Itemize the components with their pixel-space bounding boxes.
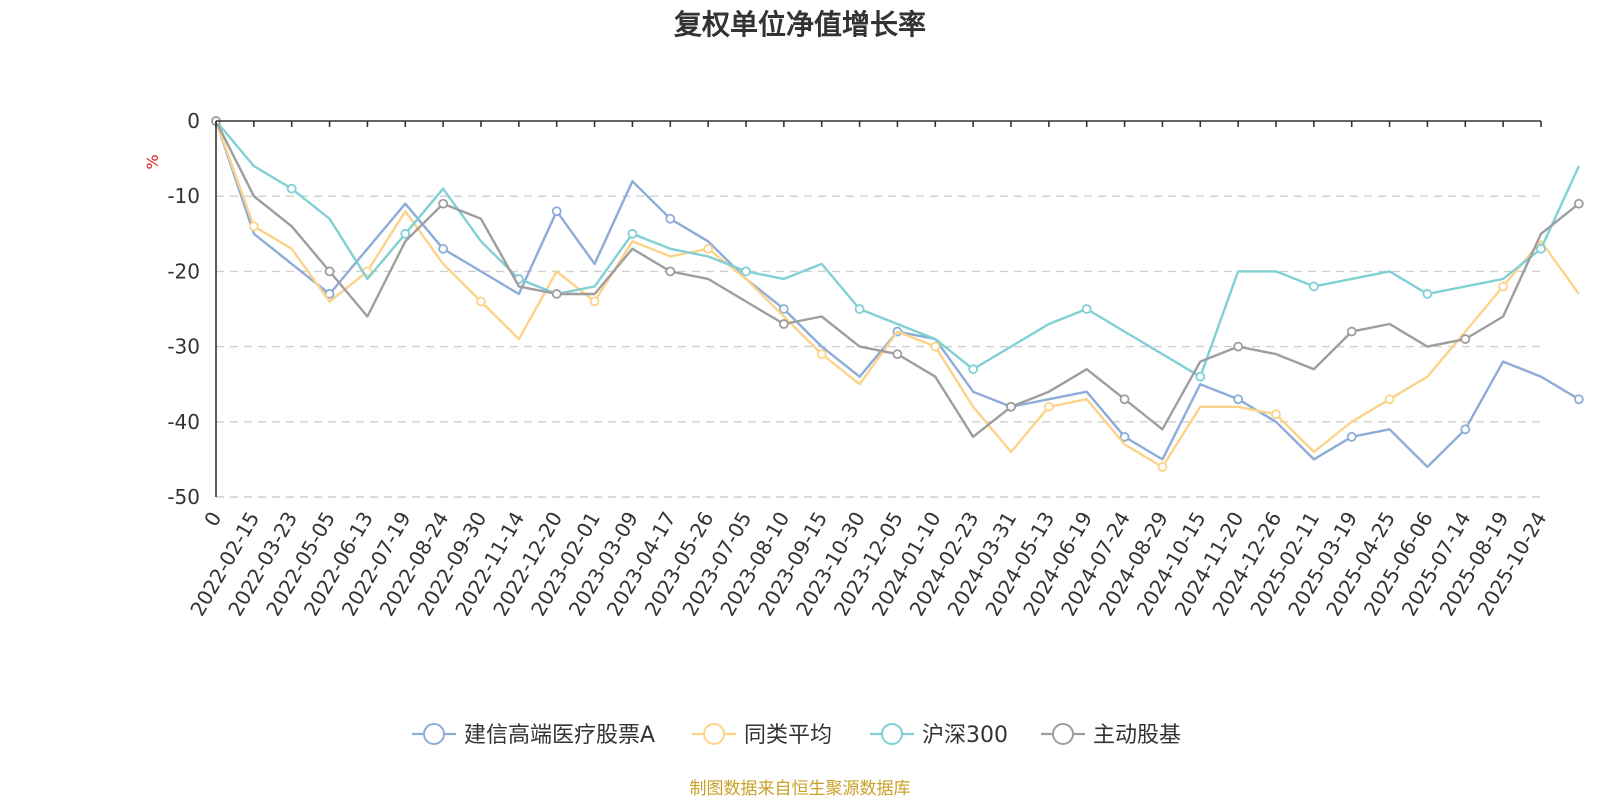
series-point <box>1195 371 1206 382</box>
series-point <box>778 319 789 329</box>
series-point <box>665 213 676 224</box>
y-tick-label: -40 <box>167 410 200 434</box>
series-point <box>1460 424 1471 435</box>
series-group <box>211 116 1584 469</box>
legend-label: 沪深300 <box>922 723 1008 748</box>
legend-circle-icon <box>881 723 903 745</box>
series-point <box>1119 431 1130 442</box>
series-point <box>1119 394 1130 405</box>
y-axis-unit-label: % <box>143 154 162 169</box>
series-line <box>214 120 1580 469</box>
series-point <box>1233 341 1244 352</box>
source-note: 制图数据来自恒生聚源数据库 <box>690 779 911 799</box>
series-point <box>476 296 486 307</box>
series-point <box>1043 401 1054 412</box>
series-point <box>816 349 827 360</box>
legend-item[interactable]: 沪深300 <box>870 723 1008 748</box>
y-tick-label: -10 <box>167 184 200 208</box>
legend-circle-icon <box>1052 723 1074 745</box>
legend: 建信高端医疗股票A 同类平均 沪深300 主动股基 <box>412 723 1181 748</box>
series-point <box>627 228 638 239</box>
series-group <box>211 116 1584 438</box>
y-tick-label: -30 <box>167 335 200 359</box>
series-point <box>1536 243 1546 254</box>
series-point <box>1081 304 1092 314</box>
y-tick-label: -20 <box>167 259 200 283</box>
series-point <box>324 266 335 277</box>
series-point <box>968 364 979 375</box>
series-point <box>551 206 562 217</box>
series-point <box>1384 394 1395 405</box>
series-line <box>214 120 1580 469</box>
series-point <box>438 198 449 209</box>
x-tick-label: 0 <box>199 508 226 531</box>
chart-title: 复权单位净值增长率 <box>674 8 926 41</box>
legend-label: 主动股基 <box>1093 723 1181 748</box>
series-point <box>892 349 903 360</box>
series-line <box>215 120 1580 378</box>
series-point <box>1233 394 1244 405</box>
series-group <box>215 120 1580 382</box>
series-point <box>778 304 789 314</box>
legend-circle-icon <box>703 723 725 745</box>
series-point <box>286 183 297 194</box>
series-point <box>1346 326 1357 337</box>
series-point <box>1573 198 1584 209</box>
series-point <box>703 243 714 254</box>
legend-item[interactable]: 建信高端医疗股票A <box>412 723 655 748</box>
series-point <box>1157 462 1168 472</box>
y-tick-label: 0 <box>187 109 200 133</box>
y-tick-label: -50 <box>167 485 200 509</box>
series-point <box>248 221 259 232</box>
series-point <box>1498 281 1509 292</box>
series-point <box>551 289 562 299</box>
series-point <box>1573 394 1584 405</box>
series-point <box>1271 409 1281 420</box>
series-point <box>1308 281 1319 292</box>
series-point <box>1346 431 1357 442</box>
legend-label: 建信高端医疗股票A <box>464 723 655 748</box>
series-group <box>214 120 1580 472</box>
series-point <box>854 304 865 314</box>
legend-item[interactable]: 同类平均 <box>692 723 832 748</box>
legend-label: 同类平均 <box>744 723 832 748</box>
series-point <box>1460 334 1471 344</box>
series-line <box>214 120 1580 438</box>
series-point <box>1006 401 1016 412</box>
legend-circle-icon <box>423 723 445 745</box>
series-point <box>741 266 751 277</box>
series-point <box>1422 289 1433 299</box>
series-point <box>400 228 411 239</box>
series-point <box>438 243 449 254</box>
series-point <box>589 296 600 307</box>
legend-item[interactable]: 主动股基 <box>1041 723 1181 748</box>
series-point <box>930 341 941 352</box>
series-point <box>665 266 676 277</box>
